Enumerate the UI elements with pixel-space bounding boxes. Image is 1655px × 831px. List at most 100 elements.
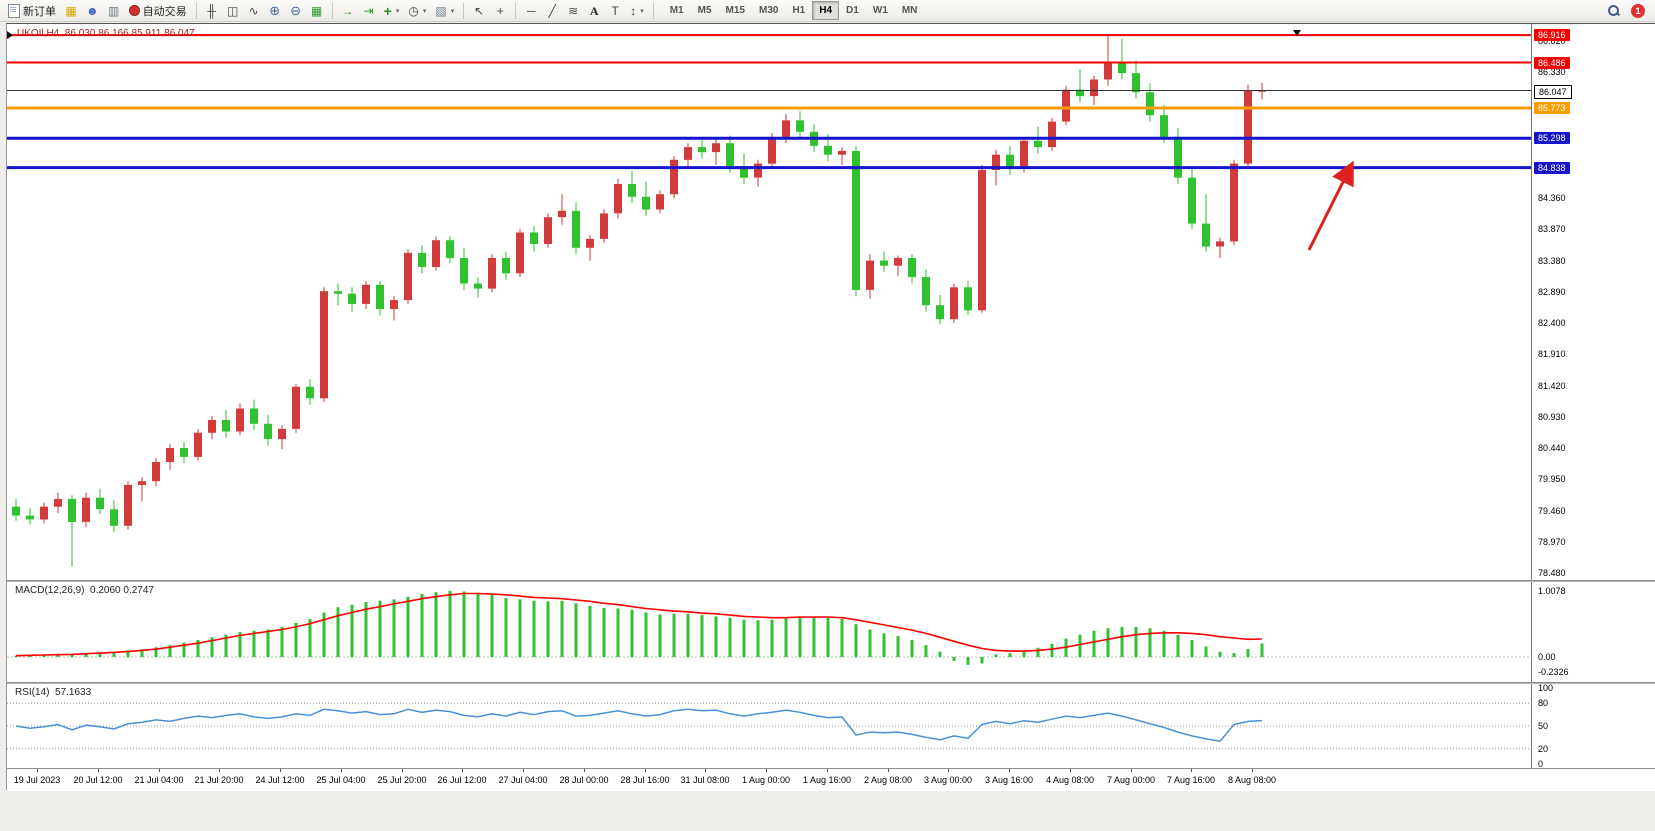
time-tick-label: 3 Aug 16:00 — [984, 775, 1034, 785]
time-tick-label: 1 Aug 00:00 — [741, 775, 791, 785]
time-tick-mark — [705, 769, 706, 772]
main-chart-pane[interactable]: UKOIl,H4 86.030 86.166 85.911 86.047 — [7, 24, 1531, 580]
macd-pane[interactable]: MACD(12,26,9) 0.2060 0.2747 — [7, 582, 1531, 682]
rsi-label: RSI(14) 57.1633 — [15, 687, 91, 698]
crosshair-button[interactable]: + — [490, 1, 510, 20]
indicators-button[interactable]: + ▾ — [380, 1, 404, 20]
periods-button[interactable]: ◷ ▾ — [404, 1, 430, 20]
timeframe-button-m15[interactable]: M15 — [719, 1, 752, 20]
trendline-button[interactable]: ╱ — [542, 1, 562, 20]
price-line-badge: 85.773 — [1534, 102, 1570, 114]
price-axis[interactable]: 86.820 86.330 84.360 83.870 83.380 82.890 82.4… — [1531, 24, 1655, 769]
timeframe-button-d1[interactable]: D1 — [839, 1, 866, 20]
text-tool-button[interactable]: A — [584, 1, 604, 20]
time-axis[interactable]: 19 Jul 2023 20 Jul 12:00 21 Jul 04:00 21 Ju… — [7, 768, 1655, 791]
label-tool-button[interactable]: T — [605, 1, 625, 20]
fibonacci-icon: ≋ — [568, 3, 579, 18]
new-order-button[interactable]: 新订单 — [4, 1, 60, 20]
macd-name: MACD(12,26,9) — [15, 585, 85, 596]
timeframe-button-m30[interactable]: M30 — [752, 1, 785, 20]
price-tick: 81.910 — [1538, 349, 1566, 359]
macd-chart — [7, 591, 1531, 665]
chevron-down-icon: ▾ — [395, 7, 400, 15]
timeframe-button-m1[interactable]: M1 — [663, 1, 691, 20]
timeframe-button-mn[interactable]: MN — [895, 1, 925, 20]
notification-badge[interactable]: 1 — [1631, 3, 1645, 18]
time-tick-label: 4 Aug 08:00 — [1045, 775, 1095, 785]
candlestick-chart-icon: ◫ — [226, 3, 239, 18]
timeframe-button-m5[interactable]: M5 — [691, 1, 719, 20]
trendline-icon: ╱ — [548, 3, 556, 18]
time-tick-label: 25 Jul 04:00 — [316, 775, 366, 785]
time-tick-mark — [766, 769, 767, 772]
time-tick-mark — [219, 769, 220, 772]
time-tick-label: 19 Jul 2023 — [13, 775, 61, 785]
time-tick-mark — [1191, 769, 1192, 772]
chevron-down-icon: ▾ — [640, 7, 644, 15]
search-button[interactable] — [1604, 1, 1624, 20]
rsi-tick: 50 — [1538, 721, 1549, 731]
market-watch-button[interactable]: ☻ — [82, 1, 103, 20]
new-chart-button[interactable]: ▦ — [61, 1, 81, 20]
cursor-button[interactable]: ↖ — [469, 1, 489, 20]
auto-scroll-icon: → — [341, 3, 354, 18]
clock-icon: ◷ — [408, 3, 419, 18]
template-icon: ▧ — [435, 3, 447, 18]
rsi-value: 57.1633 — [55, 687, 92, 698]
zoom-in-icon: ⊕ — [269, 3, 281, 18]
horizontal-line-button[interactable]: ─ — [521, 1, 541, 20]
arrows-tool-button[interactable]: ↕ ▾ — [626, 1, 648, 20]
price-tick: 82.400 — [1538, 318, 1566, 328]
line-chart-button[interactable]: ∿ — [244, 1, 264, 20]
macd-label: MACD(12,26,9) 0.2060 0.2747 — [15, 585, 154, 596]
toolbar-separator — [195, 2, 197, 19]
time-tick-label: 7 Aug 00:00 — [1106, 775, 1156, 785]
chart-shift-button[interactable]: ⇥ — [359, 1, 379, 20]
time-tick-label: 1 Aug 16:00 — [802, 775, 852, 785]
templates-button[interactable]: ▧ ▾ — [431, 1, 458, 20]
fibonacci-button[interactable]: ≋ — [563, 1, 583, 20]
new-order-icon — [8, 3, 20, 18]
toolbar-separator — [331, 2, 333, 19]
symbol-ohlc-values: 86.030 86.166 85.911 86.047 — [64, 28, 195, 39]
price-tick: 78.970 — [1538, 537, 1566, 547]
time-tick-label: 28 Jul 16:00 — [620, 775, 670, 785]
price-line-badge: 85.298 — [1534, 132, 1570, 144]
rsi-tick: 80 — [1538, 698, 1549, 708]
arrow-annotation[interactable] — [1307, 160, 1354, 251]
chevron-down-icon: ▾ — [422, 7, 427, 15]
text-tool-icon: A — [589, 3, 599, 18]
data-window-button[interactable]: ▥ — [104, 1, 124, 20]
bar-chart-icon: ╫ — [207, 3, 216, 18]
timeframe-button-w1[interactable]: W1 — [866, 1, 895, 20]
timeframe-button-h4[interactable]: H4 — [812, 1, 840, 20]
price-line-badge: 86.047 — [1534, 85, 1572, 99]
time-tick-label: 31 Jul 08:00 — [680, 775, 730, 785]
crosshair-icon: + — [496, 3, 504, 18]
price-tick: 81.420 — [1538, 381, 1566, 391]
zoom-out-button[interactable]: ⊖ — [286, 1, 306, 20]
time-tick-mark — [645, 769, 646, 772]
toolbar-separator — [652, 2, 654, 19]
rsi-pane[interactable]: RSI(14) 57.1633 — [7, 684, 1531, 768]
timeframe-button-h1[interactable]: H1 — [785, 1, 812, 20]
time-tick-mark — [948, 769, 949, 772]
time-tick-label: 7 Aug 16:00 — [1166, 775, 1216, 785]
pane-divider[interactable] — [7, 682, 1655, 684]
candlestick-chart-button[interactable]: ◫ — [223, 1, 243, 20]
price-tick: 86.330 — [1538, 67, 1566, 77]
horizontal-line-icon: ─ — [526, 3, 536, 18]
auto-scroll-button[interactable]: → — [338, 1, 358, 20]
candlestick-chart — [7, 30, 1531, 567]
cursor-icon: ↖ — [474, 3, 485, 18]
price-tick: 82.890 — [1538, 287, 1566, 297]
time-tick-label: 26 Jul 12:00 — [437, 775, 487, 785]
autotrading-button[interactable]: 自动交易 — [125, 1, 191, 20]
pane-divider[interactable] — [7, 580, 1655, 582]
zoom-in-button[interactable]: ⊕ — [265, 1, 285, 20]
time-tick-mark — [827, 769, 828, 772]
bar-chart-button[interactable]: ╫ — [202, 1, 222, 20]
time-tick-mark — [1252, 769, 1253, 772]
tile-windows-button[interactable]: ▦ — [307, 1, 327, 20]
